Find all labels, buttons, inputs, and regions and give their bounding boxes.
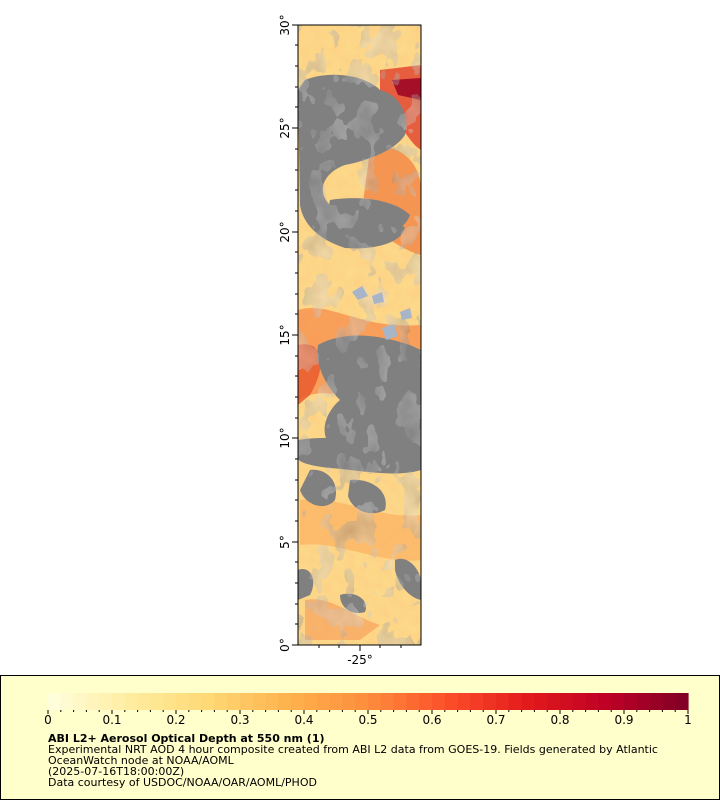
colorbar-label-0: 0 — [44, 713, 52, 727]
colorbar-label-0.4: 0.4 — [294, 713, 313, 727]
colorbar-swatch — [99, 693, 113, 710]
colorbar-swatch — [86, 693, 100, 710]
lat-ticks — [292, 24, 298, 646]
lat-label-25: 25° — [278, 117, 292, 138]
lat-label-0: 0° — [278, 638, 292, 652]
lat-label-5: 5° — [278, 535, 292, 549]
colorbar-swatch — [483, 693, 497, 710]
colorbar-swatch — [342, 693, 356, 710]
colorbar-swatch — [304, 693, 318, 710]
caption-timestamp: (2025-07-16T18:00:00Z) — [48, 765, 185, 778]
colorbar-swatch — [406, 693, 420, 710]
legend-panel: 0 0.1 0.2 0.3 0.4 0.5 0.6 0.7 0.8 0.9 1 … — [0, 675, 720, 800]
lat-label-15: 15° — [278, 324, 292, 345]
colorbar-swatch — [585, 693, 599, 710]
colorbar-label-0.9: 0.9 — [614, 713, 633, 727]
colorbar-swatch — [636, 693, 651, 710]
colorbar-labels: 0 0.1 0.2 0.3 0.4 0.5 0.6 0.7 0.8 0.9 1 — [44, 713, 692, 727]
colorbar-swatch — [419, 693, 433, 710]
colorbar-swatches — [48, 693, 689, 710]
colorbar-swatch — [649, 693, 663, 710]
caption-description: Experimental NRT AOD 4 hour composite cr… — [48, 743, 658, 756]
colorbar-swatch — [227, 693, 241, 710]
colorbar-label-0.2: 0.2 — [166, 713, 185, 727]
colorbar-label-0.6: 0.6 — [422, 713, 441, 727]
lat-label-10: 10° — [278, 427, 292, 448]
lon-label: -25° — [347, 653, 373, 667]
colorbar-swatch — [393, 693, 407, 710]
map-field — [298, 25, 421, 645]
colorbar-swatch — [675, 693, 689, 710]
colorbar-swatch — [355, 693, 369, 710]
colorbar-swatch — [508, 693, 523, 710]
colorbar-label-0.8: 0.8 — [550, 713, 569, 727]
colorbar-swatch — [163, 693, 177, 710]
colorbar-swatch — [252, 693, 267, 710]
colorbar-swatch — [316, 693, 331, 710]
lat-labels: 30° 25° 20° 15° 10° 5° 0° — [278, 14, 292, 651]
colorbar-swatch — [432, 693, 446, 710]
colorbar-swatch — [124, 693, 139, 710]
colorbar-swatch — [521, 693, 535, 710]
lat-label-20: 20° — [278, 221, 292, 242]
colorbar-label-0.3: 0.3 — [230, 713, 249, 727]
colorbar-swatch — [572, 693, 587, 710]
colorbar-swatch — [457, 693, 471, 710]
colorbar-swatch — [368, 693, 382, 710]
colorbar-label-1: 1 — [684, 713, 692, 727]
caption-credit: Data courtesy of USDOC/NOAA/OAR/AOML/PHO… — [48, 776, 317, 789]
colorbar-label-0.7: 0.7 — [486, 713, 505, 727]
colorbar-label-0.5: 0.5 — [358, 713, 377, 727]
colorbar-swatch — [380, 693, 395, 710]
colorbar-swatch — [598, 693, 612, 710]
colorbar-swatch — [176, 693, 190, 710]
colorbar-swatch — [60, 693, 75, 710]
colorbar-swatch — [329, 693, 343, 710]
colorbar-ticks — [47, 710, 689, 714]
lon-ticks — [318, 645, 402, 651]
colorbar-swatch — [291, 693, 305, 710]
colorbar-swatch — [214, 693, 228, 710]
colorbar-label-0.1: 0.1 — [102, 713, 121, 727]
colorbar-swatch — [201, 693, 215, 710]
colorbar-swatch — [150, 693, 164, 710]
colorbar-swatch — [188, 693, 203, 710]
colorbar-swatch — [662, 693, 676, 710]
colorbar-swatch — [496, 693, 510, 710]
colorbar-swatch — [624, 693, 638, 710]
colorbar-swatch — [240, 693, 254, 710]
colorbar-swatch — [137, 693, 151, 710]
colorbar-swatch — [73, 693, 87, 710]
no-data-patches — [352, 286, 412, 340]
cloud-mask — [298, 25, 421, 645]
colorbar-swatch — [265, 693, 279, 710]
caption-title: ABI L2+ Aerosol Optical Depth at 550 nm … — [48, 732, 325, 745]
colorbar-swatch — [112, 693, 126, 710]
colorbar-swatch — [547, 693, 561, 710]
colorbar-swatch — [48, 693, 62, 710]
colorbar-swatch — [534, 693, 548, 710]
colorbar-swatch — [611, 693, 625, 710]
aod-map: 30° 25° 20° 15° 10° 5° 0° -25° — [278, 14, 422, 667]
caption-description-cont: OceanWatch node at NOAA/AOML — [48, 754, 234, 767]
colorbar-swatch — [444, 693, 459, 710]
colorbar-swatch — [470, 693, 484, 710]
lat-label-30: 30° — [278, 14, 292, 35]
colorbar-swatch — [278, 693, 292, 710]
colorbar: 0 0.1 0.2 0.3 0.4 0.5 0.6 0.7 0.8 0.9 1 — [44, 693, 692, 727]
colorbar-swatch — [560, 693, 574, 710]
